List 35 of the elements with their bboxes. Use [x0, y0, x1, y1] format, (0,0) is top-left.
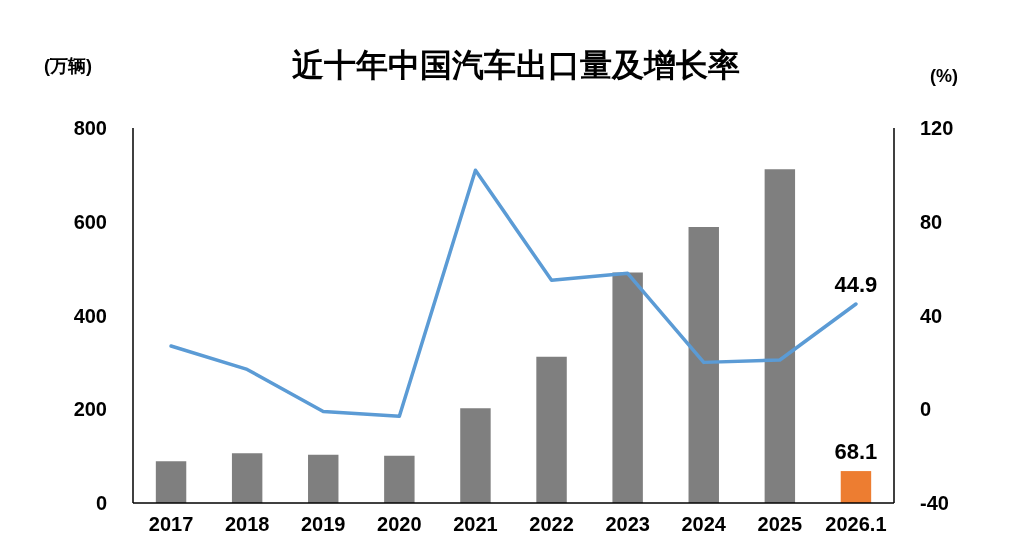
x-tick-label: 2020 [377, 513, 422, 536]
data-label: 44.9 [834, 272, 878, 298]
bar [612, 272, 643, 503]
bar [840, 471, 872, 503]
x-tick-label: 2026.1 [825, 513, 887, 536]
x-tick-label: 2018 [224, 513, 270, 536]
y-tick-label: 400 [73, 304, 107, 327]
y-tick-label: 0 [95, 492, 107, 515]
bar [155, 461, 187, 503]
x-tick-label: 2019 [301, 513, 346, 536]
bar [460, 408, 491, 503]
bar [688, 226, 719, 503]
y2-tick-label: 80 [920, 210, 943, 233]
x-tick-label: 2021 [453, 513, 498, 536]
x-tick-label: 2022 [529, 513, 574, 536]
y2-tick-label: -40 [920, 492, 949, 515]
y2-tick-label: 40 [920, 304, 943, 327]
y-axis-title: (万辆) [44, 55, 92, 78]
x-tick-label: 2017 [148, 513, 194, 536]
x-tick-label: 2023 [605, 513, 650, 536]
x-tick-label: 2024 [681, 513, 727, 536]
chart-title: 近十年中国汽车出口量及增长率 [292, 47, 740, 83]
y2-tick-label: 0 [920, 398, 932, 421]
bar [764, 169, 796, 503]
data-label: 68.1 [834, 439, 878, 465]
y2-axis-title: (%) [930, 66, 958, 87]
y2-tick-label: 120 [920, 117, 954, 140]
x-tick-label: 2025 [757, 513, 803, 536]
bar [231, 453, 263, 503]
bar [384, 455, 415, 503]
bar [308, 454, 339, 503]
y-tick-label: 800 [73, 117, 107, 140]
y-tick-label: 200 [73, 398, 107, 421]
bar [536, 356, 567, 503]
y-tick-label: 600 [73, 210, 107, 233]
